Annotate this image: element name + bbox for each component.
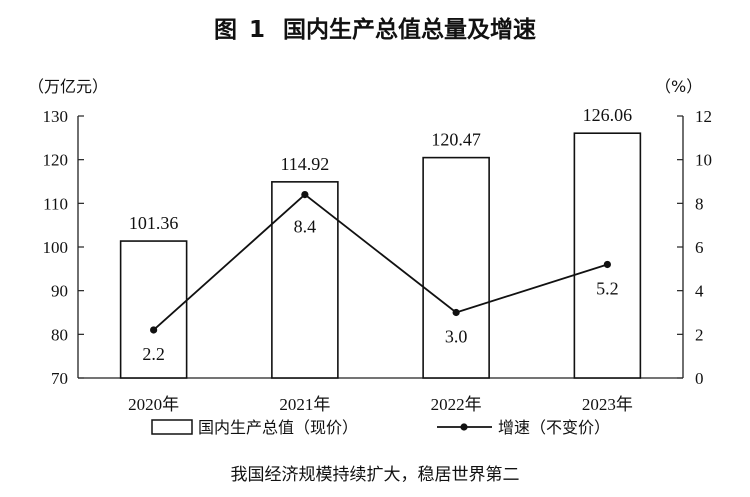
legend: 国内生产总值（现价） 增速（不变价） [151,418,610,437]
bar [422,156,490,379]
bar-series [119,132,642,379]
line-value-label: 8.4 [294,217,317,237]
legend-bar-label: 国内生产总值（现价） [198,418,358,437]
bar [573,132,642,379]
bar [271,181,339,379]
y-right-tick-label: 6 [695,238,704,257]
line-point [452,308,460,317]
title-prefix: 图 [213,17,237,43]
line-point [301,191,309,199]
y-right-tick-label: 8 [695,194,704,213]
line-value-label: 5.2 [596,278,619,298]
y-left-tick-label: 130 [43,107,69,126]
y-left-tick-label: 80 [51,325,68,344]
y-right-unit: （%） [655,77,702,96]
growth-line [153,193,608,331]
line-point [603,260,611,269]
gdp-chart: 70 80 90 100 110 120 130 0 2 4 6 8 10 12 （万亿元） （%） 2020年… [28,77,712,437]
chart-title: 图 1 国内生产总值总量及增速 [0,10,750,44]
bar-value-label: 114.92 [280,154,329,174]
x-tick-label: 2022年 [431,395,482,414]
title-number: 1 [248,17,265,43]
line-series [150,191,611,334]
y-right-tick-label: 0 [695,369,704,388]
x-tick-label: 2023年 [582,395,633,414]
bar-value-label: 126.06 [583,105,633,125]
x-tick-label: 2020年 [128,395,179,414]
y-right-tick-label: 10 [695,151,712,170]
legend-line-label: 增速（不变价） [498,418,610,437]
bar-value-label: 101.36 [129,213,179,233]
line-value-label: 3.0 [445,327,468,347]
y-left-tick-label: 70 [51,369,68,388]
y-left-tick-label: 100 [43,238,69,257]
data-labels: 101.36 114.92 120.47 126.06 2.2 8.4 3.0 5.2 [129,105,632,364]
legend-line-marker [460,423,468,431]
title-text: 国内生产总值总量及增速 [283,17,536,43]
y-left-unit: （万亿元） [28,77,108,96]
y-left-tick-label: 90 [51,282,68,301]
legend-bar-swatch [151,419,193,435]
y-left-tick-label: 110 [43,194,68,213]
y-left-tick-label: 120 [43,151,69,170]
chart-axes: 70 80 90 100 110 120 130 0 2 4 6 8 10 12 （万亿元） （%） 2020年… [28,77,712,414]
bar-value-label: 120.47 [431,130,481,150]
y-right-tick-label: 12 [695,107,712,126]
line-value-label: 2.2 [142,344,165,364]
line-point [150,326,158,334]
x-tick-label: 2021年 [279,395,330,414]
y-right-tick-label: 4 [695,282,704,301]
y-right-tick-label: 2 [695,325,704,344]
chart-caption: 我国经济规模持续扩大，稳居世界第二 [230,465,520,485]
